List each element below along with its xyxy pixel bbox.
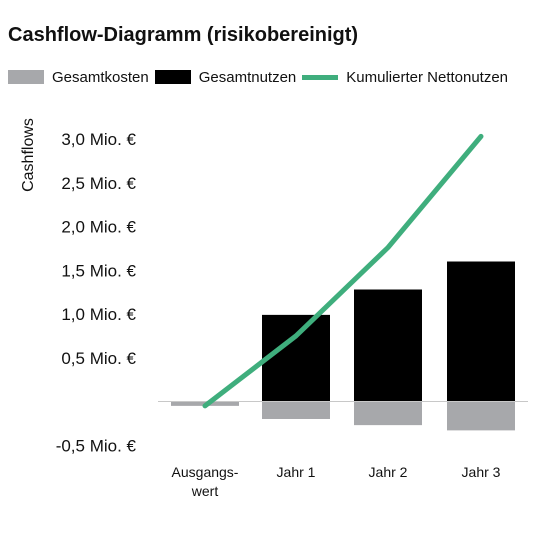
net-benefit-line [202,133,484,409]
legend: Gesamtkosten Gesamtnutzen Kumulierter Ne… [8,66,514,88]
y-tick-label: 3,0 Mio. € [61,130,136,149]
cost-bar [447,401,515,431]
y-axis-title-group: Cashflows [20,118,37,192]
legend-item-gesamtkosten: Gesamtkosten [8,69,149,86]
cost-bars [171,401,515,431]
benefit-bars [262,261,515,402]
legend-label-gesamtkosten: Gesamtkosten [52,68,149,86]
legend-swatch-nettonutzen [302,74,339,80]
category-labels: Ausgangs-wert Jahr 1 Jahr 2 Jahr 3 [172,464,501,499]
x-category-label: Ausgangs- [172,464,239,480]
x-category-label: wert [191,483,219,499]
legend-label-nettonutzen: Kumulierter Nettonutzen [346,68,509,86]
cost-bar [262,401,330,419]
y-tick-label: 1,0 Mio. € [61,305,136,324]
y-tick-label: 0,5 Mio. € [61,349,136,368]
x-category-label: Jahr 1 [277,464,316,480]
x-category-label: Jahr 2 [369,464,408,480]
legend-item-nettonutzen: Kumulierter Nettonutzen [302,69,508,86]
net-benefit-line-group [202,133,484,409]
benefit-bar [447,261,515,402]
x-category-label: Jahr 3 [462,464,501,480]
benefit-bar [262,314,330,402]
chart-title: Cashflow-Diagramm (risikobereinigt) [8,24,359,46]
y-tick-label: 2,0 Mio. € [61,218,136,237]
legend-swatch-gesamtnutzen [154,70,191,84]
legend-item-gesamtnutzen: Gesamtnutzen [154,68,297,86]
y-tick-label: 2,5 Mio. € [61,174,136,193]
y-tick-labels: 3,0 Mio. € 2,5 Mio. € 2,0 Mio. € 1,5 Mio. €… [56,130,137,455]
legend-label-gesamtnutzen: Gesamtnutzen [198,68,297,86]
benefit-bar [354,289,422,402]
y-tick-label: 1,5 Mio. € [61,261,136,280]
cost-bar [354,401,422,426]
legend-swatch-gesamtkosten [8,70,44,84]
y-axis-label: Cashflows [20,118,37,192]
y-tick-label: -0,5 Mio. € [56,436,137,455]
